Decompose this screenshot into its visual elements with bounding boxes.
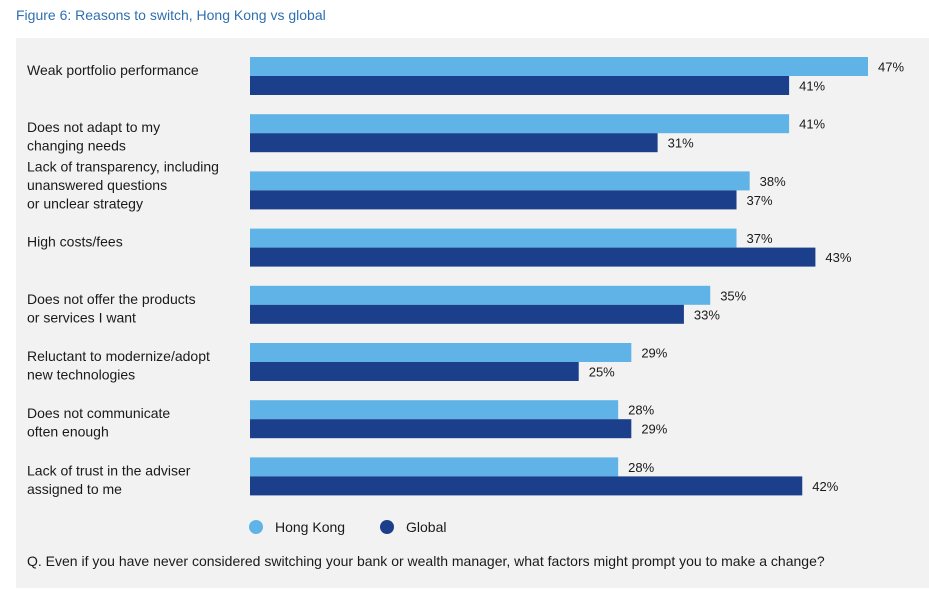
bar-hong-kong bbox=[250, 114, 790, 134]
category-label-line: new technologies bbox=[27, 367, 135, 383]
data-label-hong-kong: 35% bbox=[720, 288, 746, 303]
figure-title: Figure 6: Reasons to switch, Hong Kong v… bbox=[16, 7, 326, 23]
category-label-line: Does not offer the products bbox=[27, 291, 196, 307]
category-label-line: High costs/fees bbox=[27, 234, 123, 250]
category-label-line: unanswered questions bbox=[27, 177, 167, 193]
category-label: Does not offer the products or services I… bbox=[27, 291, 196, 326]
category-label-line: assigned to me bbox=[27, 481, 122, 497]
category-label-line: Does not adapt to my bbox=[27, 119, 160, 135]
data-label-hong-kong: 41% bbox=[799, 117, 825, 132]
data-label-global: 25% bbox=[589, 365, 615, 380]
legend-item-hong-kong: Hong Kong bbox=[249, 519, 345, 535]
bar-global bbox=[250, 247, 816, 267]
data-label-hong-kong: 37% bbox=[747, 231, 773, 246]
bar-global bbox=[250, 190, 737, 210]
category-label: Weak portfolio performance bbox=[27, 62, 199, 78]
category-label: High costs/fees bbox=[27, 234, 123, 250]
category-label-line: changing needs bbox=[27, 138, 126, 154]
category-label-line: Lack of transparency, including bbox=[27, 158, 219, 174]
category-label-line: Reluctant to modernize/adopt bbox=[27, 348, 210, 364]
category-label-line: or unclear strategy bbox=[27, 195, 143, 211]
bar-hong-kong bbox=[250, 171, 750, 191]
data-label-hong-kong: 47% bbox=[878, 60, 904, 75]
data-label-global: 33% bbox=[694, 307, 720, 322]
bar-hong-kong bbox=[250, 57, 868, 76]
bar-global bbox=[250, 304, 684, 324]
bar-hong-kong bbox=[250, 400, 619, 420]
category-label: Lack of trust in the adviser assigned to … bbox=[27, 462, 191, 497]
legend-item-global: Global bbox=[380, 519, 446, 535]
bar-global bbox=[250, 362, 579, 381]
data-label-hong-kong: 28% bbox=[628, 403, 654, 418]
category-label-line: often enough bbox=[27, 424, 109, 440]
bar-global bbox=[250, 476, 803, 496]
legend-label-global: Global bbox=[406, 519, 447, 535]
category-label: Does not adapt to my changing needs bbox=[27, 119, 160, 154]
legend-swatch-global bbox=[380, 520, 394, 534]
data-label-global: 41% bbox=[799, 79, 825, 94]
category-label: Lack of transparency, including unanswere… bbox=[27, 158, 219, 211]
bar-global bbox=[250, 76, 790, 95]
data-label-hong-kong: 28% bbox=[628, 460, 654, 475]
data-label-global: 43% bbox=[825, 250, 851, 265]
category-label-line: Weak portfolio performance bbox=[27, 62, 199, 78]
category-label: Reluctant to modernize/adopt new technolo… bbox=[27, 348, 210, 383]
category-label-line: or services I want bbox=[27, 309, 136, 325]
bar-global bbox=[250, 133, 658, 153]
bar-hong-kong bbox=[250, 343, 632, 362]
data-label-global: 37% bbox=[747, 193, 773, 208]
data-label-global: 29% bbox=[641, 422, 667, 437]
data-label-hong-kong: 38% bbox=[760, 174, 786, 189]
data-label-hong-kong: 29% bbox=[641, 346, 667, 361]
category-label-line: Lack of trust in the adviser bbox=[27, 462, 191, 478]
bar-hong-kong bbox=[250, 457, 619, 477]
category-label-line: Does not communicate bbox=[27, 405, 170, 421]
legend-label-hong-kong: Hong Kong bbox=[275, 519, 346, 535]
bar-global bbox=[250, 419, 632, 439]
legend-swatch-hong-kong bbox=[249, 520, 263, 534]
data-label-global: 31% bbox=[668, 136, 694, 151]
bar-hong-kong bbox=[250, 285, 711, 305]
data-label-global: 42% bbox=[812, 479, 838, 494]
category-label: Does not communicate often enough bbox=[27, 405, 170, 440]
survey-question: Q. Even if you have never considered swi… bbox=[27, 553, 825, 569]
bar-hong-kong bbox=[250, 228, 737, 248]
